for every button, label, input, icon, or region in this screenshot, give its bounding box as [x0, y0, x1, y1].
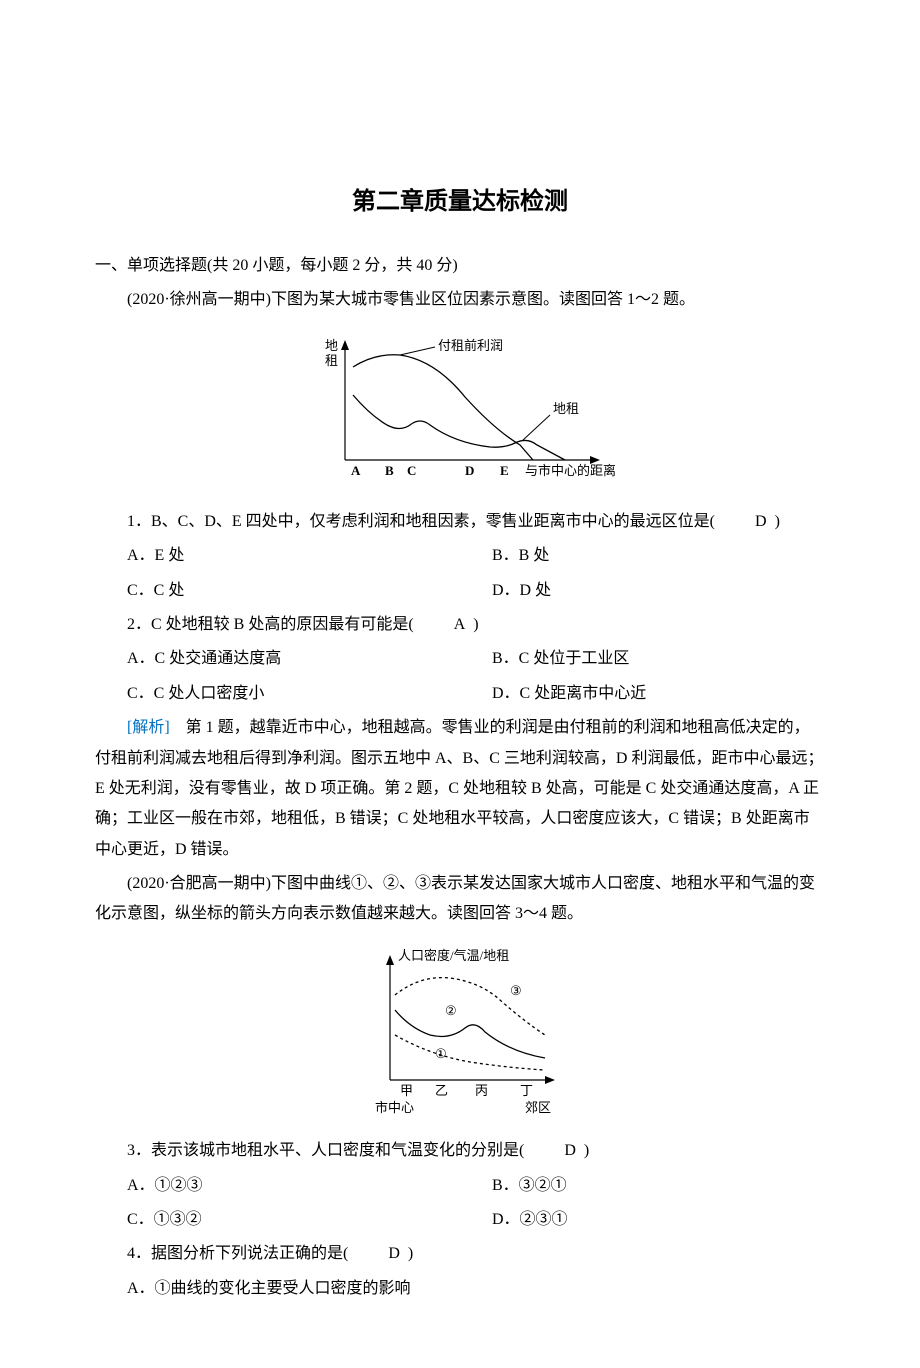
q2-options-row1: A．C 处交通通达度高 B．C 处位于工业区 — [95, 644, 825, 674]
analysis-1-text: 第 1 题，越靠近市中心，地租越高。零售业的利润是由付租前的利润和地租高低决定的… — [95, 719, 823, 858]
q3-options-row1: A．①②③ B．③②① — [95, 1171, 825, 1201]
fig2-tick-3: 丙 — [475, 1083, 488, 1098]
figure-2-svg: 人口密度/气温/地租 ③ ② ① 甲 乙 丙 丁 市中心 郊区 — [350, 940, 570, 1115]
figure-1: 地 租 付租前利润 地租 A B C D E 与市中心的距离 — [95, 325, 825, 496]
q4-close: ) — [408, 1245, 413, 1262]
q1-opt-b: B．B 处 — [460, 541, 825, 571]
q2-opt-c: C．C 处人口密度小 — [95, 679, 460, 709]
q1-close: ) — [775, 513, 780, 530]
q2-opt-a: A．C 处交通通达度高 — [95, 644, 460, 674]
question-4: 4．据图分析下列说法正确的是( D ) — [95, 1239, 825, 1269]
q3-opt-b: B．③②① — [460, 1171, 825, 1201]
context-2: (2020·合肥高一期中)下图中曲线①、②、③表示某发达国家大城市人口密度、地租… — [95, 869, 825, 930]
q3-text: 3．表示该城市地租水平、人口密度和气温变化的分别是( — [127, 1142, 524, 1159]
q2-answer: A — [422, 610, 466, 640]
q3-opt-a: A．①②③ — [95, 1171, 460, 1201]
fig2-tick-2: 乙 — [435, 1083, 448, 1098]
q1-answer: D — [723, 507, 767, 537]
q3-close: ) — [584, 1142, 589, 1159]
fig1-tick-d: D — [465, 463, 474, 478]
analysis-1-label: [解析] — [127, 719, 170, 736]
fig2-xleft: 市中心 — [375, 1100, 414, 1115]
q1-opt-a: A．E 处 — [95, 541, 460, 571]
q4-answer: D — [356, 1239, 400, 1269]
fig2-tick-1: 甲 — [400, 1083, 413, 1098]
figure-1-svg: 地 租 付租前利润 地租 A B C D E 与市中心的距离 — [305, 325, 615, 485]
fig1-ylabel-2: 租 — [325, 353, 338, 368]
q1-options-row1: A．E 处 B．B 处 — [95, 541, 825, 571]
q3-opt-c: C．①③② — [95, 1205, 460, 1235]
context-1: (2020·徐州高一期中)下图为某大城市零售业区位因素示意图。读图回答 1～2 … — [95, 285, 825, 315]
q4-opt-a: A．①曲线的变化主要受人口密度的影响 — [95, 1274, 825, 1304]
q2-options-row2: C．C 处人口密度小 D．C 处距离市中心近 — [95, 679, 825, 709]
fig2-tick-4: 丁 — [520, 1083, 533, 1098]
fig2-label-1: ① — [435, 1046, 447, 1061]
q2-opt-d: D．C 处距离市中心近 — [460, 679, 825, 709]
q3-options-row2: C．①③② D．②③① — [95, 1205, 825, 1235]
q2-text: 2．C 处地租较 B 处高的原因最有可能是( — [127, 616, 414, 633]
q1-opt-c: C．C 处 — [95, 576, 460, 606]
q3-opt-d: D．②③① — [460, 1205, 825, 1235]
q1-text: 1．B、C、D、E 四处中，仅考虑利润和地租因素，零售业距离市中心的最远区位是( — [127, 513, 715, 530]
fig2-ylabel: 人口密度/气温/地租 — [398, 948, 509, 963]
fig1-xlabel: 与市中心的距离 — [525, 463, 615, 478]
q3-answer: D — [532, 1136, 576, 1166]
q1-opt-d: D．D 处 — [460, 576, 825, 606]
question-1: 1．B、C、D、E 四处中，仅考虑利润和地租因素，零售业距离市中心的最远区位是(… — [95, 507, 825, 537]
q2-close: ) — [473, 616, 478, 633]
fig1-tick-e: E — [500, 463, 509, 478]
fig1-tick-b: B — [385, 463, 394, 478]
q1-options-row2: C．C 处 D．D 处 — [95, 576, 825, 606]
analysis-1: [解析] 第 1 题，越靠近市中心，地租越高。零售业的利润是由付租前的利润和地租… — [95, 713, 825, 865]
fig1-ylabel-1: 地 — [325, 338, 338, 353]
chapter-title: 第二章质量达标检测 — [95, 180, 825, 226]
fig2-label-3: ③ — [510, 983, 522, 998]
figure-2: 人口密度/气温/地租 ③ ② ① 甲 乙 丙 丁 市中心 郊区 — [95, 940, 825, 1126]
fig2-label-2: ② — [445, 1003, 457, 1018]
fig1-curve1-label: 付租前利润 — [438, 338, 503, 353]
section-header: 一、单项选择题(共 20 小题，每小题 2 分，共 40 分) — [95, 251, 825, 281]
question-3: 3．表示该城市地租水平、人口密度和气温变化的分别是( D ) — [95, 1136, 825, 1166]
fig1-tick-c: C — [407, 463, 416, 478]
fig2-xright: 郊区 — [525, 1100, 551, 1115]
fig1-tick-a: A — [351, 463, 361, 478]
fig1-curve2-label: 地租 — [553, 401, 579, 416]
q4-text: 4．据图分析下列说法正确的是( — [127, 1245, 348, 1262]
q2-opt-b: B．C 处位于工业区 — [460, 644, 825, 674]
question-2: 2．C 处地租较 B 处高的原因最有可能是( A ) — [95, 610, 825, 640]
